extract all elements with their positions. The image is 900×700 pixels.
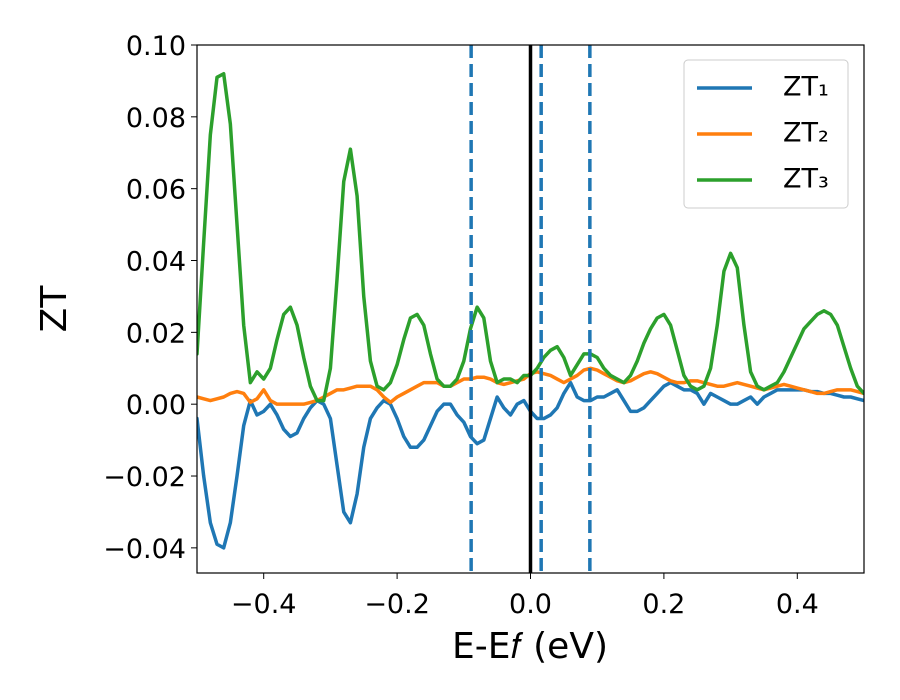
legend-box	[683, 59, 849, 209]
x-tick-label: −0.2	[364, 589, 430, 620]
legend-label: ZT₃	[783, 164, 829, 195]
y-axis-label: ZT	[34, 285, 75, 333]
axes-frame	[196, 44, 865, 574]
y-tick-label: 0.00	[126, 390, 186, 421]
y-tick-label: 0.04	[126, 247, 186, 278]
y-tick-label: −0.02	[103, 462, 186, 493]
y-tick-label: 0.10	[126, 31, 186, 62]
legend-label: ZT₁	[783, 72, 829, 103]
y-tick-label: −0.04	[103, 534, 186, 565]
legend-label: ZT₂	[783, 118, 829, 149]
x-tick-label: 0.2	[642, 589, 685, 620]
plot-area	[197, 45, 864, 573]
x-tick-label: 0.4	[776, 589, 819, 620]
y-tick-label: 0.08	[126, 103, 186, 134]
x-axis-label: E-E𝑓 (eV)	[452, 626, 608, 667]
y-tick-label: 0.02	[126, 318, 186, 349]
x-tick-label: −0.4	[231, 589, 297, 620]
x-tick-label: 0.0	[509, 589, 552, 620]
y-tick-label: 0.06	[126, 175, 186, 206]
